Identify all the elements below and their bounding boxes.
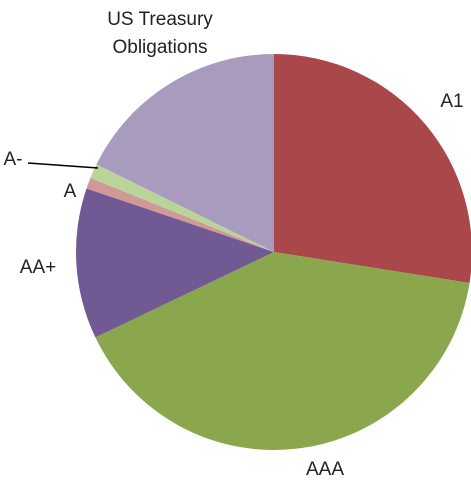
pie-slice [274, 54, 471, 283]
slice-label: A [63, 181, 77, 202]
slice-label: A1 [440, 91, 464, 112]
slice-label: AAA [305, 459, 345, 480]
pie-slice [96, 54, 274, 252]
slice-label: US Treasury Obligations [107, 9, 213, 58]
leader-line [27, 162, 99, 169]
pie-slice [90, 164, 274, 252]
slice-label: A- [3, 149, 23, 170]
pie-slice [76, 188, 274, 338]
pie-slice [86, 177, 274, 252]
slice-label: AA+ [19, 257, 57, 278]
pie-slice [95, 252, 470, 450]
